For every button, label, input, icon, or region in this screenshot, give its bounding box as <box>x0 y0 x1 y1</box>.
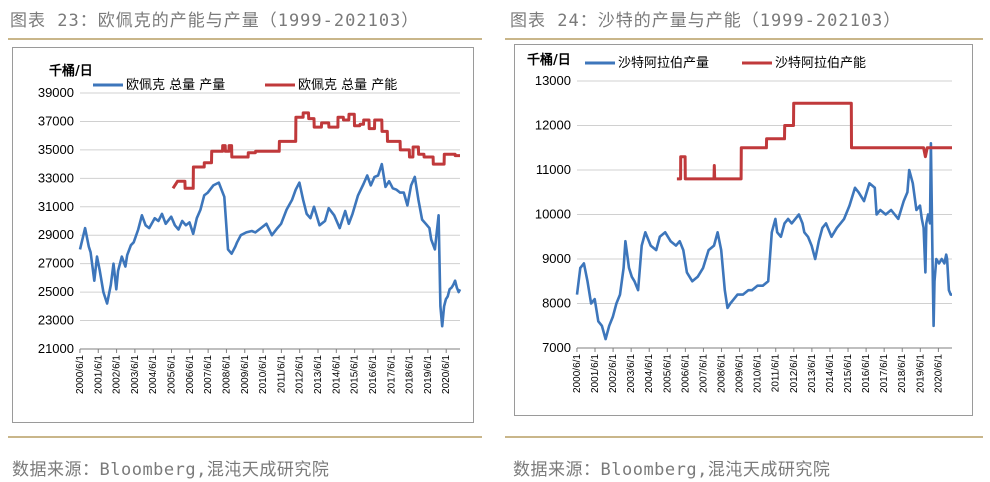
left-figure-title: 图表 23：欧佩克的产能与产量（1999-202103） <box>10 11 420 31</box>
left-source-note: 数据来源：Bloomberg,混沌天成研究院 <box>12 460 330 480</box>
left-x-tick-label: 2018/6/1 <box>405 355 416 394</box>
right-figure-title: 图表 24：沙特的产量与产能（1999-202103） <box>510 11 902 31</box>
left-y-tick-label: 21000 <box>38 341 74 356</box>
right-x-tick-label: 2000/6/1 <box>572 354 583 393</box>
right-x-tick-label: 2011/6/1 <box>771 354 782 393</box>
right-source-note: 数据来源：Bloomberg,混沌天成研究院 <box>513 460 831 480</box>
left-x-tick-label: 2016/6/1 <box>368 355 379 394</box>
left-y-tick-label: 39000 <box>38 85 74 100</box>
right-x-tick-label: 2009/6/1 <box>735 354 746 393</box>
right-x-tick-label: 2005/6/1 <box>662 354 673 393</box>
left-title-rule <box>8 38 482 40</box>
left-x-tick-label: 2005/6/1 <box>167 355 178 394</box>
right-y-tick-label: 9000 <box>542 251 571 266</box>
right-y-tick-label: 13000 <box>535 73 571 88</box>
right-x-tick-label: 2003/6/1 <box>626 354 637 393</box>
left-x-tick-label: 2019/6/1 <box>423 355 434 394</box>
left-y-tick-label: 27000 <box>38 256 74 271</box>
left-x-tick-label: 2017/6/1 <box>386 355 397 394</box>
right-x-tick-label: 2016/6/1 <box>861 354 872 393</box>
left-legend-label-production: 欧佩克 总量 产量 <box>126 78 225 93</box>
right-x-tick-label: 2020/6/1 <box>933 354 944 393</box>
left-x-tick-label: 2006/6/1 <box>185 355 196 394</box>
right-y-tick-label: 10000 <box>535 207 571 222</box>
left-x-tick-label: 2004/6/1 <box>148 355 159 394</box>
right-y-tick-label: 8000 <box>542 296 571 311</box>
right-x-tick-label: 2013/6/1 <box>807 354 818 393</box>
left-y-tick-label: 25000 <box>38 284 74 299</box>
right-legend-label-capacity: 沙特阿拉伯产能 <box>775 56 866 71</box>
right-x-tick-label: 2017/6/1 <box>879 354 890 393</box>
left-x-tick-label: 2001/6/1 <box>93 355 104 394</box>
right-series-line-capacity <box>676 101 952 181</box>
right-title-rule <box>505 38 983 40</box>
left-chart-panel: 39000 37000 35000 33000 31000 29000 27000 25000… <box>12 47 474 423</box>
right-series-line-production <box>575 142 953 341</box>
left-x-tick-label: 2014/6/1 <box>331 355 342 394</box>
right-y-axis-unit: 千桶/日 <box>527 52 571 68</box>
right-chart-svg: 13000 12000 11000 10000 9000 8000 70002000/6/1… <box>527 52 953 393</box>
left-y-tick-label: 23000 <box>38 313 74 328</box>
left-series-line-capacity <box>171 111 460 190</box>
right-bottom-rule <box>505 436 983 438</box>
left-x-tick-label: 2007/6/1 <box>203 355 214 394</box>
right-x-tick-label: 2018/6/1 <box>897 354 908 393</box>
left-x-tick-label: 2002/6/1 <box>112 355 123 394</box>
left-x-tick-label: 2011/6/1 <box>276 355 287 394</box>
left-x-tick-label: 2013/6/1 <box>313 355 324 394</box>
right-y-tick-label: 7000 <box>542 340 571 355</box>
right-x-tick-label: 2002/6/1 <box>608 354 619 393</box>
left-x-tick-label: 2012/6/1 <box>295 355 306 394</box>
left-series-line-production <box>78 162 462 328</box>
left-y-tick-label: 33000 <box>38 170 74 185</box>
right-x-tick-label: 2012/6/1 <box>789 354 800 393</box>
right-x-tick-label: 2014/6/1 <box>825 354 836 393</box>
right-x-tick-label: 2019/6/1 <box>915 354 926 393</box>
right-x-tick-label: 2010/6/1 <box>753 354 764 393</box>
left-x-tick-label: 2000/6/1 <box>75 355 86 394</box>
left-y-tick-label: 35000 <box>38 142 74 157</box>
left-x-tick-label: 2008/6/1 <box>221 355 232 394</box>
left-x-tick-label: 2020/6/1 <box>441 355 452 394</box>
left-x-tick-label: 2009/6/1 <box>240 355 251 394</box>
right-x-tick-label: 2007/6/1 <box>698 354 709 393</box>
right-x-tick-label: 2001/6/1 <box>590 354 601 393</box>
left-y-tick-label: 37000 <box>38 113 74 128</box>
left-x-tick-label: 2003/6/1 <box>130 355 141 394</box>
right-x-tick-label: 2006/6/1 <box>680 354 691 393</box>
left-legend-label-capacity: 欧佩克 总量 产能 <box>298 78 397 93</box>
right-chart-panel: 13000 12000 11000 10000 9000 8000 7000 2000/6/1… <box>514 44 973 416</box>
left-bottom-rule <box>8 436 482 438</box>
left-x-tick-label: 2015/6/1 <box>350 355 361 394</box>
left-y-tick-label: 31000 <box>38 199 74 214</box>
right-legend-label-production: 沙特阿拉伯产量 <box>618 56 709 71</box>
right-x-tick-label: 2008/6/1 <box>717 354 728 393</box>
left-y-axis-unit: 千桶/日 <box>49 63 93 79</box>
left-x-tick-label: 2010/6/1 <box>258 355 269 394</box>
left-y-tick-label: 29000 <box>38 227 74 242</box>
right-x-tick-label: 2004/6/1 <box>644 354 655 393</box>
left-chart-svg: 39000 37000 35000 33000 31000 29000 27000 25000… <box>38 63 462 394</box>
right-y-tick-label: 11000 <box>536 162 571 177</box>
right-x-tick-label: 2015/6/1 <box>843 354 854 393</box>
right-y-tick-label: 12000 <box>535 118 571 133</box>
